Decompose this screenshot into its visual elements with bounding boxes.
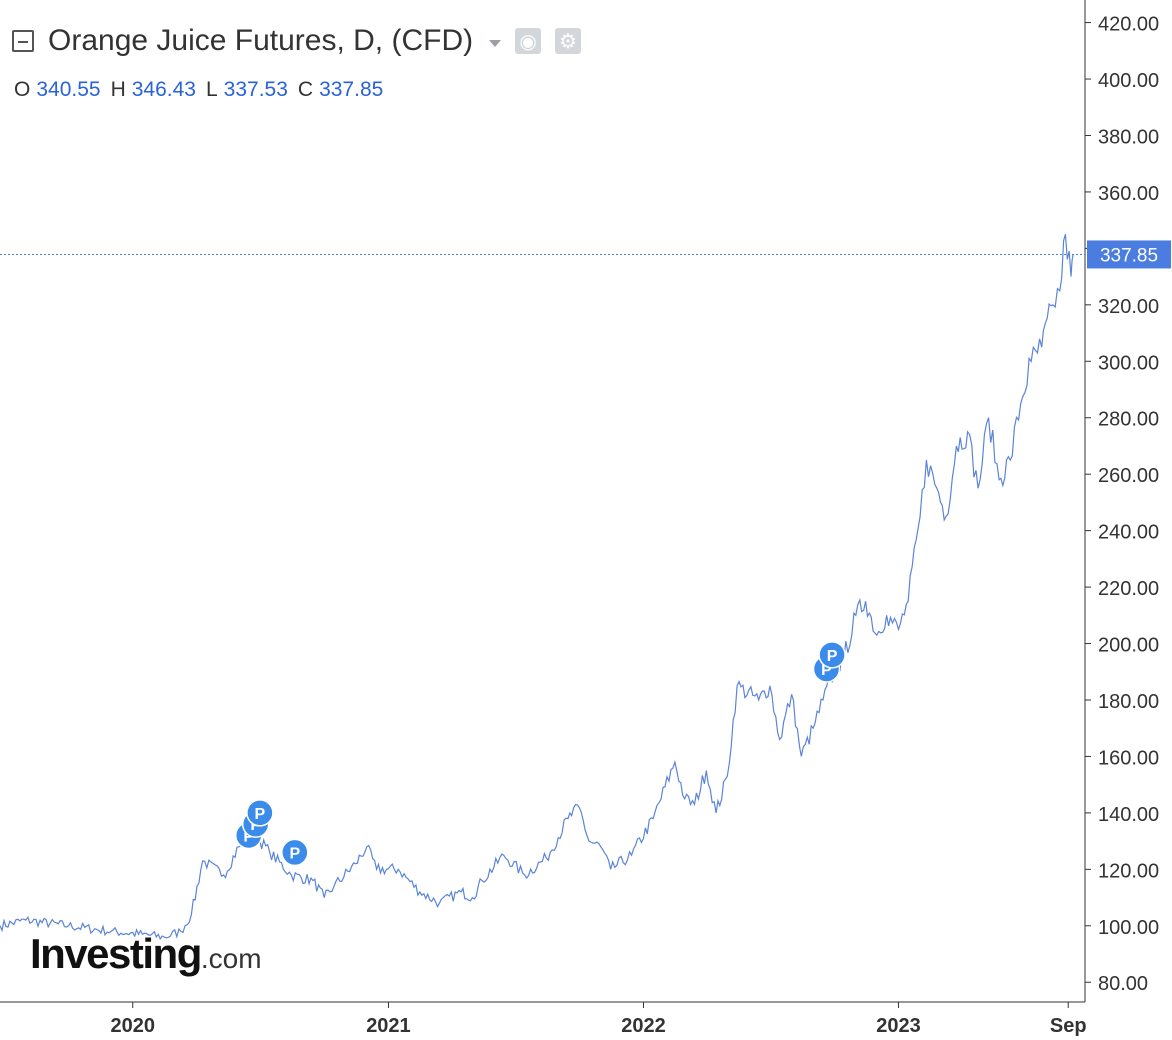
chart-legend: Orange Juice Futures, D, (CFD) ◉ ⚙ — [12, 24, 582, 57]
y-tick-label: 180.00 — [1098, 691, 1159, 713]
event-marker-circle[interactable] — [281, 838, 309, 867]
gear-icon[interactable]: ⚙ — [555, 28, 582, 54]
y-tick-label: 160.00 — [1098, 747, 1159, 769]
eye-icon[interactable]: ◉ — [515, 28, 542, 54]
y-tick-label: 120.00 — [1098, 860, 1159, 882]
ohlc-open: O 340.55 — [14, 78, 101, 102]
ohlc-high-value: 346.43 — [131, 78, 196, 101]
y-tick-label: 380.00 — [1098, 126, 1159, 148]
caret-down-icon[interactable] — [489, 39, 502, 47]
y-tick-label: 220.00 — [1098, 578, 1159, 600]
ohlc-open-value: 340.55 — [36, 78, 101, 101]
y-tick-label: 420.00 — [1098, 14, 1159, 36]
event-marker-circle[interactable] — [818, 641, 846, 669]
event-marker-label: P — [243, 828, 254, 845]
y-tick-label: 280.00 — [1098, 409, 1159, 431]
logo-suffix: .com — [200, 943, 262, 974]
y-tick-label: 320.00 — [1098, 296, 1159, 318]
y-tick-label: 200.00 — [1098, 635, 1159, 657]
ohlc-readout: O 340.55 H 346.43 L 337.53 C 337.85 — [14, 78, 383, 102]
ohlc-close: C 337.85 — [298, 78, 383, 102]
logo-brand: Investing — [30, 930, 202, 977]
event-marker-circle[interactable] — [246, 799, 274, 827]
y-tick-label: 240.00 — [1098, 522, 1159, 544]
event-marker[interactable]: P — [818, 641, 846, 669]
x-tick-label: 2020 — [110, 1015, 155, 1037]
event-marker-label: P — [255, 806, 266, 823]
y-tick-label: 80.00 — [1098, 973, 1148, 995]
investing-logo: Investing.com — [30, 930, 262, 978]
last-price-tag — [1087, 240, 1171, 269]
ohlc-high: H 346.43 — [111, 78, 196, 102]
event-marker-label: P — [827, 648, 838, 665]
x-tick-label: 2021 — [366, 1015, 411, 1037]
y-tick-label: 140.00 — [1098, 804, 1159, 826]
x-tick-label: 2023 — [876, 1015, 921, 1037]
ohlc-low-label: L — [205, 78, 218, 101]
y-tick-label: 100.00 — [1098, 917, 1159, 939]
ohlc-low-value: 337.53 — [223, 78, 288, 101]
y-tick-label: 260.00 — [1098, 465, 1159, 487]
x-tick-label: 2022 — [621, 1015, 666, 1037]
ohlc-close-value: 337.85 — [319, 78, 384, 101]
x-tick-label: Sep — [1050, 1015, 1087, 1037]
event-marker-label: P — [821, 662, 832, 679]
event-marker[interactable]: P — [246, 799, 274, 827]
ohlc-high-label: H — [110, 78, 126, 101]
collapse-icon[interactable] — [12, 30, 34, 52]
y-tick-label: 400.00 — [1098, 70, 1159, 92]
last-price-label: 337.85 — [1100, 245, 1158, 266]
ohlc-close-label: C — [297, 78, 314, 101]
ohlc-open-label: O — [14, 78, 31, 101]
y-tick-label: 300.00 — [1098, 352, 1159, 374]
chart-title: Orange Juice Futures, D, (CFD) — [48, 24, 474, 57]
y-tick-label: 360.00 — [1098, 183, 1159, 205]
price-line — [0, 234, 1074, 941]
event-marker[interactable]: P — [281, 838, 309, 867]
event-marker-label: P — [289, 845, 300, 862]
ohlc-low: L 337.53 — [206, 78, 288, 102]
